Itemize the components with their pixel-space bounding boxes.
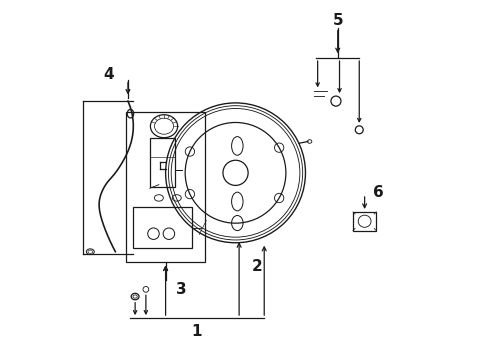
Text: 2: 2 (251, 258, 262, 274)
Text: 4: 4 (102, 67, 113, 82)
Bar (126, 112, 204, 262)
Bar (133, 207, 192, 248)
Bar (149, 138, 174, 187)
Text: 3: 3 (176, 282, 187, 297)
Bar (352, 212, 376, 230)
Text: 5: 5 (332, 13, 343, 28)
Text: 1: 1 (190, 324, 201, 339)
Text: 6: 6 (372, 185, 383, 200)
